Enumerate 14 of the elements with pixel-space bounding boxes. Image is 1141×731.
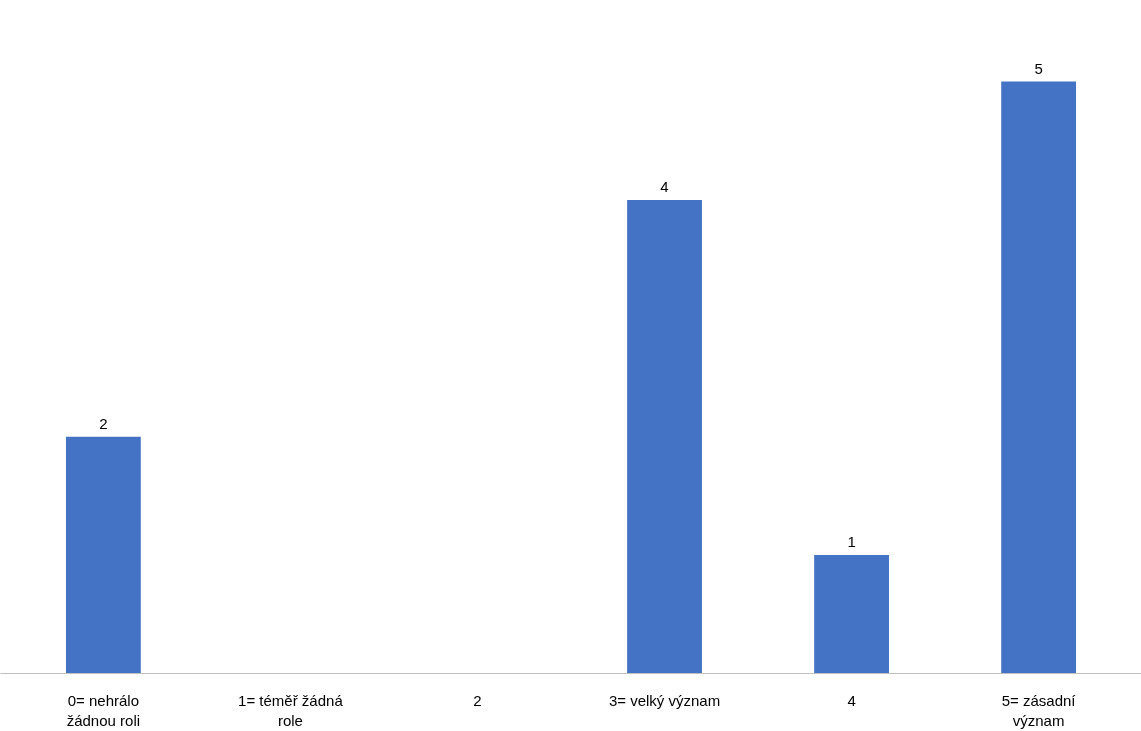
x-tick-label: 3= velký význam xyxy=(608,691,721,709)
bar xyxy=(1001,81,1077,674)
x-tick-label: 0= nehrálo žádnou roli xyxy=(66,691,141,729)
x-tick-label: 2 xyxy=(473,691,482,709)
data-label: 4 xyxy=(660,177,669,195)
bar xyxy=(65,436,141,674)
bar xyxy=(627,199,702,674)
x-tick-label: 5= zásadní význam xyxy=(1001,691,1077,729)
data-label: 5 xyxy=(1034,59,1043,77)
x-tick-label: 1= téměř žádná role xyxy=(238,691,344,729)
data-label: 1 xyxy=(847,533,856,551)
bar xyxy=(814,555,889,674)
x-tick-label: 4 xyxy=(847,691,856,709)
data-label: 2 xyxy=(99,414,108,432)
